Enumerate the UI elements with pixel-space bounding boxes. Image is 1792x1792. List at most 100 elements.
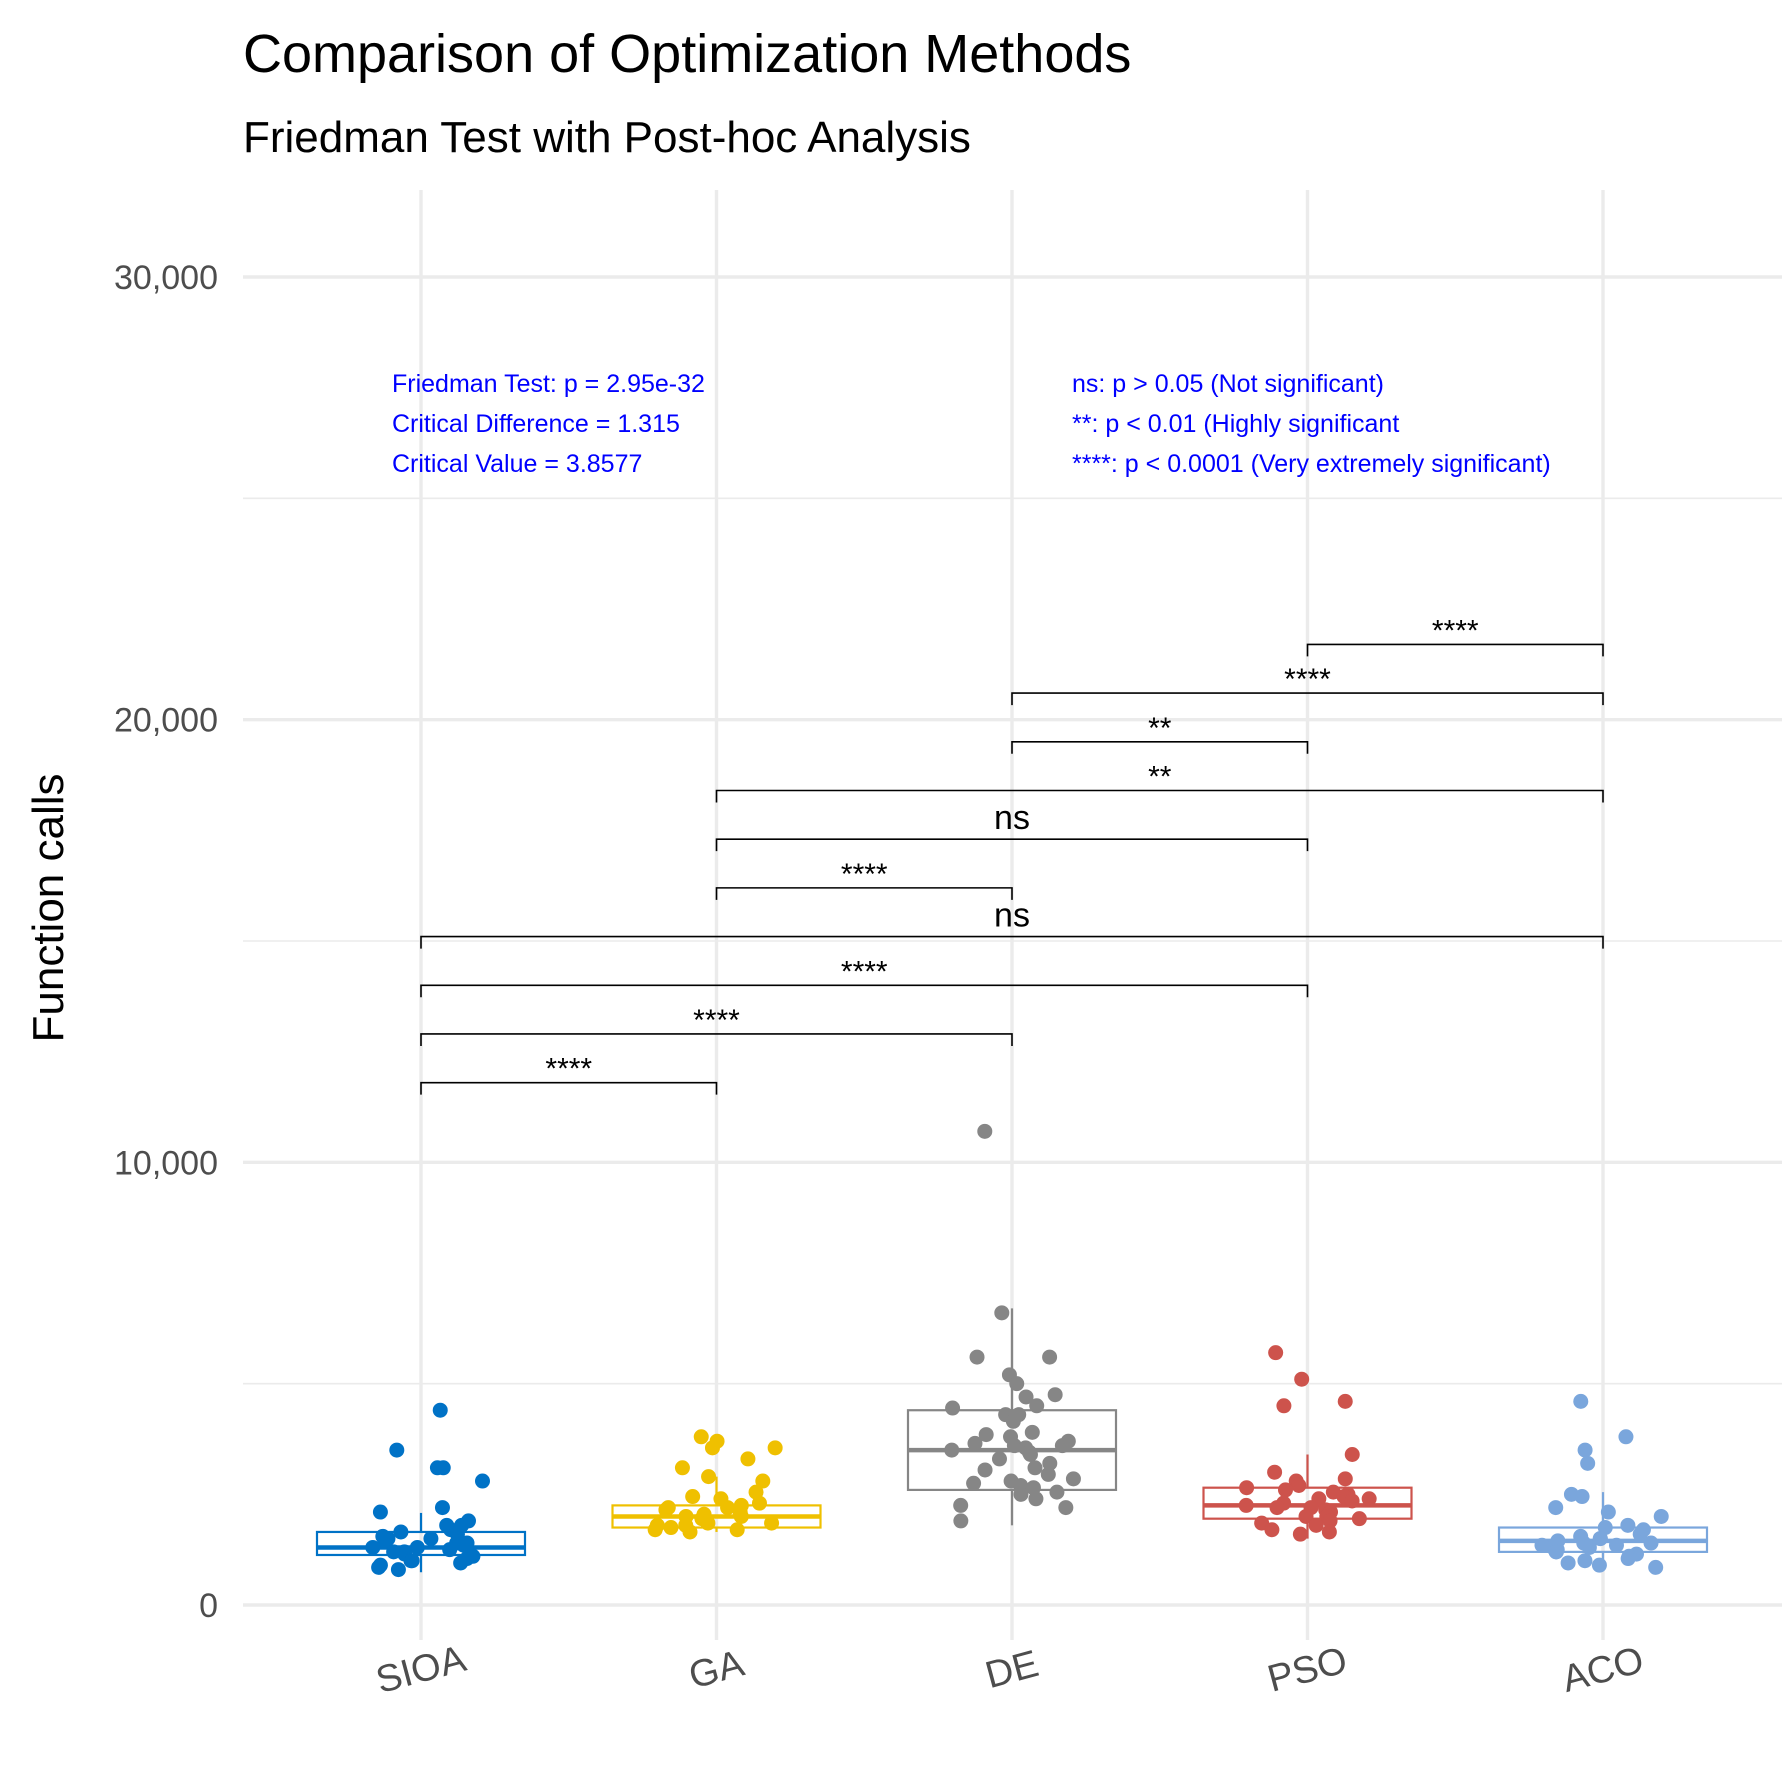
data-point-ga (693, 1429, 709, 1445)
data-point-sioa (389, 1442, 405, 1458)
data-point-de (953, 1513, 969, 1529)
data-point-aco (1618, 1429, 1634, 1445)
data-point-pso (1344, 1493, 1360, 1509)
data-point-de (1047, 1387, 1063, 1403)
data-point-de (969, 1349, 985, 1365)
data-point-aco (1643, 1535, 1659, 1551)
data-point-de (1054, 1438, 1070, 1454)
data-point-sioa (423, 1531, 439, 1547)
data-point-ga (764, 1515, 780, 1531)
data-point-ga (700, 1515, 716, 1531)
bracket-line (1306, 643, 1604, 657)
data-point-ga (647, 1522, 663, 1538)
data-point-pso (1298, 1508, 1314, 1524)
bracket-ga-de: **** (715, 858, 1013, 900)
data-point-sioa (432, 1402, 448, 1418)
data-point-de (1040, 1466, 1056, 1482)
data-point-sioa (372, 1504, 388, 1520)
data-point-pso (1277, 1482, 1293, 1498)
bracket-line (420, 935, 1604, 949)
data-point-sioa (474, 1473, 490, 1489)
data-point-sioa (409, 1539, 425, 1555)
legend-ns: ns: p > 0.05 (Not significant) (1072, 370, 1384, 398)
data-point-ga (751, 1495, 767, 1511)
data-point-pso (1264, 1522, 1280, 1538)
significance-label: **** (1284, 663, 1331, 696)
data-point-de (991, 1451, 1007, 1467)
chart-subtitle: Friedman Test with Post-hoc Analysis (243, 113, 971, 162)
data-point-de (944, 1442, 960, 1458)
data-point-sioa (393, 1524, 409, 1540)
bracket-sioa-pso: **** (420, 955, 1309, 998)
bracket-line (1011, 741, 1309, 754)
data-point-de (1024, 1424, 1040, 1440)
data-point-de (1058, 1500, 1074, 1516)
data-point-aco (1560, 1555, 1576, 1571)
data-point-de (1022, 1446, 1038, 1462)
data-point-pso (1239, 1480, 1255, 1496)
data-point-aco (1577, 1553, 1593, 1569)
bracket-line (715, 789, 1604, 803)
chart-title: Comparison of Optimization Methods (243, 24, 1131, 84)
data-point-ga (674, 1460, 690, 1476)
data-point-aco (1620, 1551, 1636, 1567)
bracket-sioa-de: **** (420, 1004, 1013, 1046)
data-point-aco (1608, 1537, 1624, 1553)
data-point-de (977, 1123, 993, 1139)
bracket-ga-pso: ns (715, 799, 1309, 852)
data-point-ga (701, 1469, 717, 1485)
data-point-pso (1361, 1491, 1377, 1507)
data-point-sioa (390, 1562, 406, 1578)
bracket-sioa-aco: ns (420, 897, 1604, 949)
data-point-ga (740, 1451, 756, 1467)
annotation-critical-value: Critical Value = 3.8577 (392, 450, 642, 478)
significance-label: ** (1148, 760, 1172, 793)
data-point-pso (1308, 1517, 1324, 1533)
bracket-pso-aco: **** (1306, 614, 1604, 657)
data-point-pso (1276, 1398, 1292, 1414)
data-point-de (1065, 1471, 1081, 1487)
bracket-de-aco: **** (1011, 663, 1604, 706)
data-point-de (1009, 1376, 1025, 1392)
data-point-de (1042, 1349, 1058, 1365)
data-point-aco (1573, 1393, 1589, 1409)
significance-label: ** (1148, 712, 1172, 745)
data-point-de (945, 1400, 961, 1416)
data-point-pso (1344, 1446, 1360, 1462)
data-point-ga (663, 1520, 679, 1536)
data-point-ga (729, 1522, 745, 1538)
data-point-de (1049, 1484, 1065, 1500)
data-point-sioa (453, 1555, 469, 1571)
data-point-pso (1292, 1526, 1308, 1542)
data-point-aco (1548, 1544, 1564, 1560)
significance-label: **** (545, 1053, 592, 1086)
data-point-ga (685, 1489, 701, 1505)
data-point-de (978, 1427, 994, 1443)
data-point-de (1013, 1486, 1029, 1502)
data-point-aco (1574, 1489, 1590, 1505)
data-point-pso (1268, 1345, 1284, 1361)
y-tick-label: 20,000 (114, 702, 218, 740)
friedman-annotation: Friedman Test: p = 2.95e-32 Critical Dif… (392, 370, 705, 478)
legend-double-star: **: p < 0.01 (Highly significant (1072, 410, 1399, 438)
bracket-line (420, 1081, 718, 1095)
data-point-de (1006, 1438, 1022, 1454)
data-point-aco (1648, 1559, 1664, 1575)
comparison-brackets: ************ns****ns************ (420, 614, 1604, 1095)
boxplot-ga (611, 1476, 822, 1532)
data-point-sioa (377, 1533, 393, 1549)
bracket-de-pso: ** (1011, 712, 1309, 754)
data-point-ga (755, 1473, 771, 1489)
data-points (365, 1123, 1669, 1578)
annotation-critical-difference: Critical Difference = 1.315 (392, 410, 680, 438)
significance-label: ns (994, 897, 1030, 935)
data-point-de (967, 1435, 983, 1451)
data-point-aco (1592, 1531, 1608, 1547)
data-point-ga (704, 1440, 720, 1456)
y-tick-label: 30,000 (114, 259, 218, 297)
data-point-de (1018, 1389, 1034, 1405)
significance-label: **** (841, 858, 888, 891)
data-point-aco (1581, 1539, 1597, 1555)
data-point-pso (1351, 1511, 1367, 1527)
bracket-line (1011, 692, 1604, 706)
